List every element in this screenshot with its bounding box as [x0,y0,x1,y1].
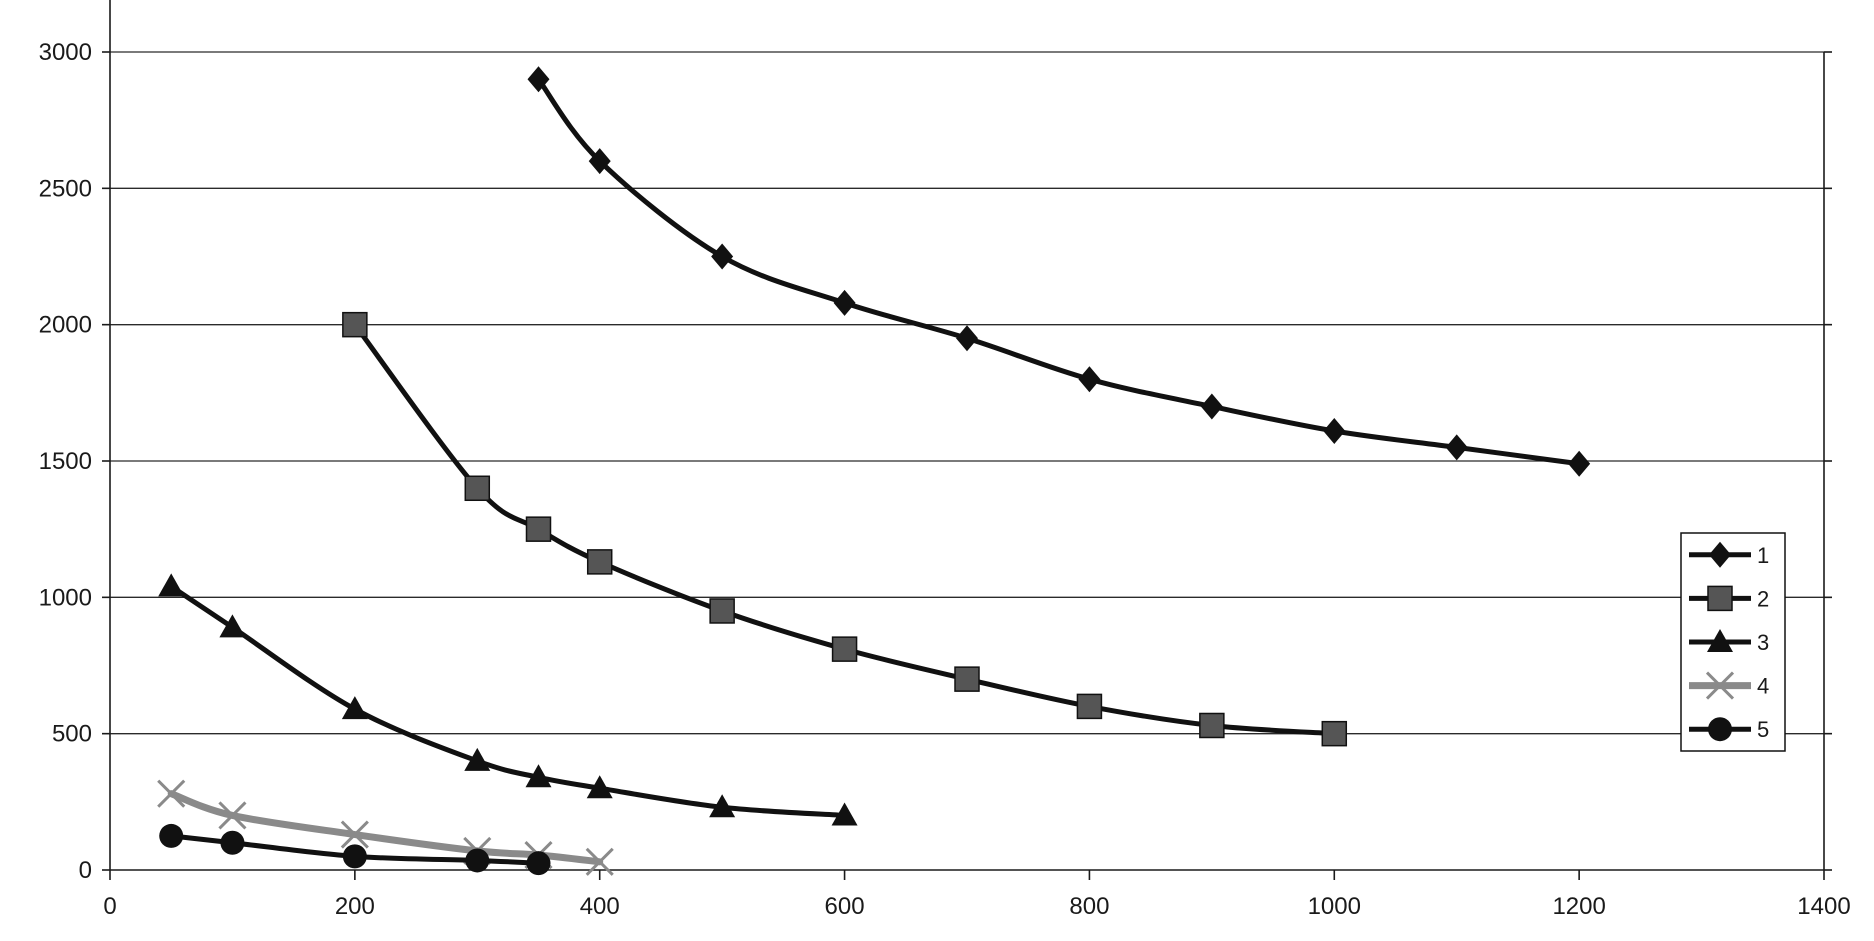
series-line-2 [352,322,1337,737]
data-point-4 [585,847,614,876]
x-tick-label: 1000 [1308,893,1361,920]
data-point-5 [220,830,245,855]
series-group [157,66,1591,876]
legend-marker-3 [1707,629,1733,652]
data-point-2 [954,666,980,692]
y-tick-label: 2000 [39,312,92,339]
data-point-3 [464,747,491,771]
data-point-5 [526,851,551,876]
y-tick-label: 500 [52,721,92,748]
data-point-3 [709,794,736,818]
data-point-1 [527,66,550,93]
x-marker-stroke [585,847,614,876]
legend-label: 5 [1757,717,1769,742]
x-tick-label: 0 [103,893,116,920]
data-point-1 [588,148,611,175]
data-point-1 [1200,393,1223,420]
legend-label: 4 [1757,674,1769,699]
legend-item-4[interactable]: 4 [1689,671,1769,700]
x-marker-stroke [340,820,369,849]
series-3 [158,573,858,826]
axes: 0 500 1000 1500 2000 2500 3000 0 200 400 600 800 100… [39,0,1851,920]
x-marker-stroke [157,779,186,808]
y-tick-label: 1000 [39,584,92,611]
data-point-2 [525,516,552,542]
data-point-2 [586,549,613,575]
data-point-5 [342,844,367,869]
data-point-2 [1321,720,1348,747]
legend-marker-2 [1707,585,1733,612]
data-point-2 [464,475,491,502]
data-point-1 [1568,450,1591,477]
series-1 [527,66,1591,477]
x-tick-label: 400 [580,893,620,920]
series-2 [342,311,1348,747]
x-marker-stroke [1705,671,1735,700]
legend-item-5[interactable]: 5 [1689,717,1769,742]
series-5 [159,823,551,876]
data-point-1 [1078,366,1101,393]
legend-item-2[interactable]: 2 [1689,585,1769,612]
y-tick-label: 3000 [39,39,92,66]
data-point-4 [218,801,247,830]
x-tick-label: 1400 [1797,893,1850,920]
data-point-1 [711,243,734,270]
legend-label: 3 [1757,630,1769,655]
data-point-4 [157,779,186,808]
x-tick-label: 800 [1069,893,1109,920]
legend-item-3[interactable]: 3 [1689,629,1769,655]
legend-label: 1 [1757,543,1769,568]
data-point-3 [158,573,185,597]
data-point-2 [831,636,858,662]
legend[interactable]: 1 2 3 4 5 [1680,532,1786,752]
data-point-5 [159,823,184,848]
legend-label: 2 [1757,586,1769,611]
x-tick-label: 1200 [1552,893,1605,920]
data-point-1 [833,289,856,316]
data-point-1 [1323,418,1346,445]
x-tick-label: 200 [335,893,375,920]
series-line-1 [536,76,1582,467]
data-point-4 [340,820,369,849]
data-point-2 [709,598,735,624]
y-tick-label: 1500 [39,448,92,475]
x-tick-label: 600 [825,893,865,920]
gridlines [110,51,1824,735]
legend-marker-1 [1709,541,1731,568]
data-point-2 [1199,712,1225,739]
data-point-3 [219,614,246,638]
data-point-1 [956,325,978,352]
x-marker-stroke [218,801,247,830]
data-point-2 [1076,693,1103,720]
legend-marker-5 [1708,717,1732,742]
legend-marker-4 [1705,671,1735,700]
data-point-3 [831,802,858,826]
data-point-3 [525,764,552,788]
data-point-1 [1445,434,1468,461]
y-tick-label: 0 [79,857,92,884]
y-tick-label: 2500 [39,175,92,202]
data-point-5 [465,848,490,873]
data-point-3 [341,696,368,720]
data-point-3 [586,775,613,799]
legend-item-1[interactable]: 1 [1689,541,1769,568]
data-point-2 [342,311,368,338]
